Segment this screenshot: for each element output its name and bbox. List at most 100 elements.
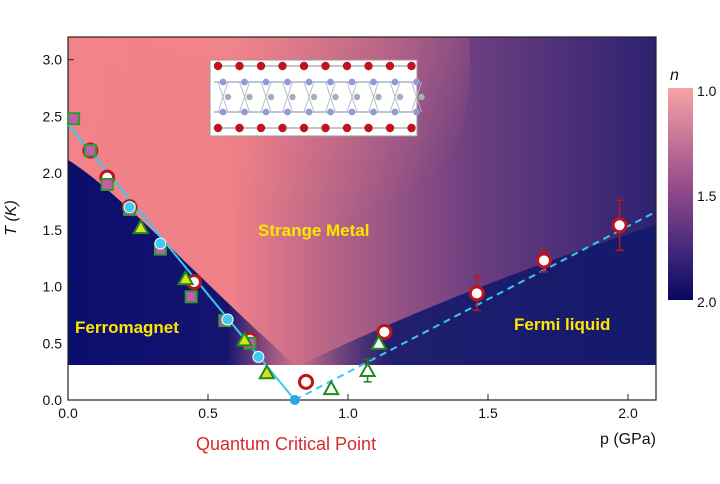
y-tick-label: 1.0: [43, 279, 63, 295]
region-label-ferromagnet: Ferromagnet: [75, 318, 179, 337]
atom-oxygen: [299, 61, 309, 71]
atom-oxygen: [321, 123, 330, 133]
y-tick-label: 1.5: [43, 222, 63, 238]
fermi-liquid-fit-line: [294, 210, 657, 401]
region-label-fermi-liquid: Fermi liquid: [514, 315, 610, 334]
lattice-bond: [368, 81, 379, 113]
data-point-circle: [298, 373, 314, 390]
atom-metal: [219, 108, 227, 116]
atom-oxygen: [278, 61, 287, 71]
qcp-annotation: Quantum Critical Point: [196, 434, 376, 454]
atom-metal: [241, 78, 248, 86]
x-tick-label: 1.5: [478, 405, 498, 421]
y-tick-label: 0.0: [43, 392, 63, 408]
lattice-bond: [282, 81, 293, 113]
data-point-square: [83, 143, 97, 157]
y-tick-label: 2.0: [43, 165, 63, 181]
atom-metal: [310, 93, 318, 101]
atom-metal: [418, 93, 425, 101]
x-tick-label: 2.0: [618, 405, 638, 421]
lattice-bond: [346, 81, 358, 113]
data-point-square: [67, 112, 81, 126]
atom-oxygen: [213, 123, 223, 133]
data-point-circle: [376, 323, 393, 340]
atom-metal: [262, 108, 270, 116]
lattice-bond: [389, 81, 401, 113]
atom-metal: [241, 108, 248, 116]
data-point-triangle: [235, 330, 254, 347]
atom-oxygen: [235, 61, 244, 71]
atom-oxygen: [256, 61, 266, 71]
atom-oxygen: [364, 123, 373, 133]
colorbar-tick-2: 1.5: [697, 188, 717, 204]
data-point-triangle: [322, 379, 340, 396]
atom-metal: [305, 78, 313, 86]
data-point-circle: [611, 217, 628, 234]
atom-metal: [375, 93, 382, 101]
atom-metal: [219, 78, 227, 86]
lattice-bond: [260, 81, 272, 113]
colorbar-label: n: [670, 67, 679, 84]
atom-metal: [289, 93, 296, 101]
lattice-bond: [303, 81, 315, 113]
atom-metal: [327, 78, 334, 86]
lattice-bond: [411, 81, 422, 113]
atom-oxygen: [407, 61, 416, 71]
atom-metal: [327, 108, 334, 116]
atom-metal: [224, 93, 232, 101]
data-point-triangle: [370, 334, 388, 350]
data-point-cyan: [154, 237, 167, 250]
x-axis: 0.0 0.5 1.0 1.5 2.0: [58, 394, 638, 421]
atom-oxygen: [213, 61, 223, 71]
low-temperature-blank: [68, 365, 656, 400]
atom-metal: [284, 108, 291, 116]
data-point-triangle: [358, 361, 377, 378]
data-point-triangle: [176, 269, 195, 286]
data-points: [67, 112, 628, 405]
crystal-structure-inset: [209, 59, 425, 137]
atom-oxygen: [342, 123, 352, 133]
atom-oxygen: [407, 123, 416, 133]
colorbar: [668, 88, 693, 300]
x-tick-label: 0.5: [198, 405, 218, 421]
atom-metal: [246, 93, 253, 101]
data-point-square: [184, 290, 198, 304]
phase-map: [68, 37, 656, 365]
y-axis-label: T (K): [3, 200, 20, 236]
data-point-triangle: [132, 218, 150, 235]
atom-metal: [396, 93, 404, 101]
atom-oxygen: [364, 61, 373, 71]
lattice-bond: [325, 81, 336, 113]
atom-metal: [348, 78, 356, 86]
atom-metal: [262, 78, 270, 86]
atom-oxygen: [321, 61, 330, 71]
atom-oxygen: [235, 123, 244, 133]
atom-metal: [413, 78, 420, 86]
data-point-cyan: [123, 201, 136, 214]
atom-oxygen: [256, 123, 266, 133]
x-tick-label: 0.0: [58, 405, 78, 421]
atom-metal: [348, 108, 356, 116]
plot-frame: [67, 36, 657, 401]
y-tick-label: 0.5: [43, 335, 63, 351]
x-axis-label: p (GPa): [600, 431, 656, 448]
region-label-strange-metal: Strange Metal: [258, 221, 369, 240]
data-point-square: [100, 177, 114, 191]
atom-metal: [353, 93, 361, 101]
atom-metal: [305, 108, 313, 116]
atom-metal: [370, 108, 377, 116]
atom-metal: [413, 108, 420, 116]
data-point-circle: [468, 285, 485, 302]
atom-oxygen: [278, 123, 287, 133]
atom-metal: [370, 78, 377, 86]
atom-oxygen: [342, 61, 352, 71]
atom-oxygen: [299, 123, 309, 133]
atom-metal: [332, 93, 339, 101]
y-axis: 0.0 0.5 1.0 1.5 2.0 2.5 3.0: [43, 52, 74, 408]
lattice-bond: [217, 81, 229, 113]
quantum-critical-point: [289, 395, 300, 405]
colorbar-tick-1: 1.0: [697, 83, 717, 99]
atom-metal: [284, 78, 291, 86]
y-tick-label: 2.5: [43, 108, 63, 124]
